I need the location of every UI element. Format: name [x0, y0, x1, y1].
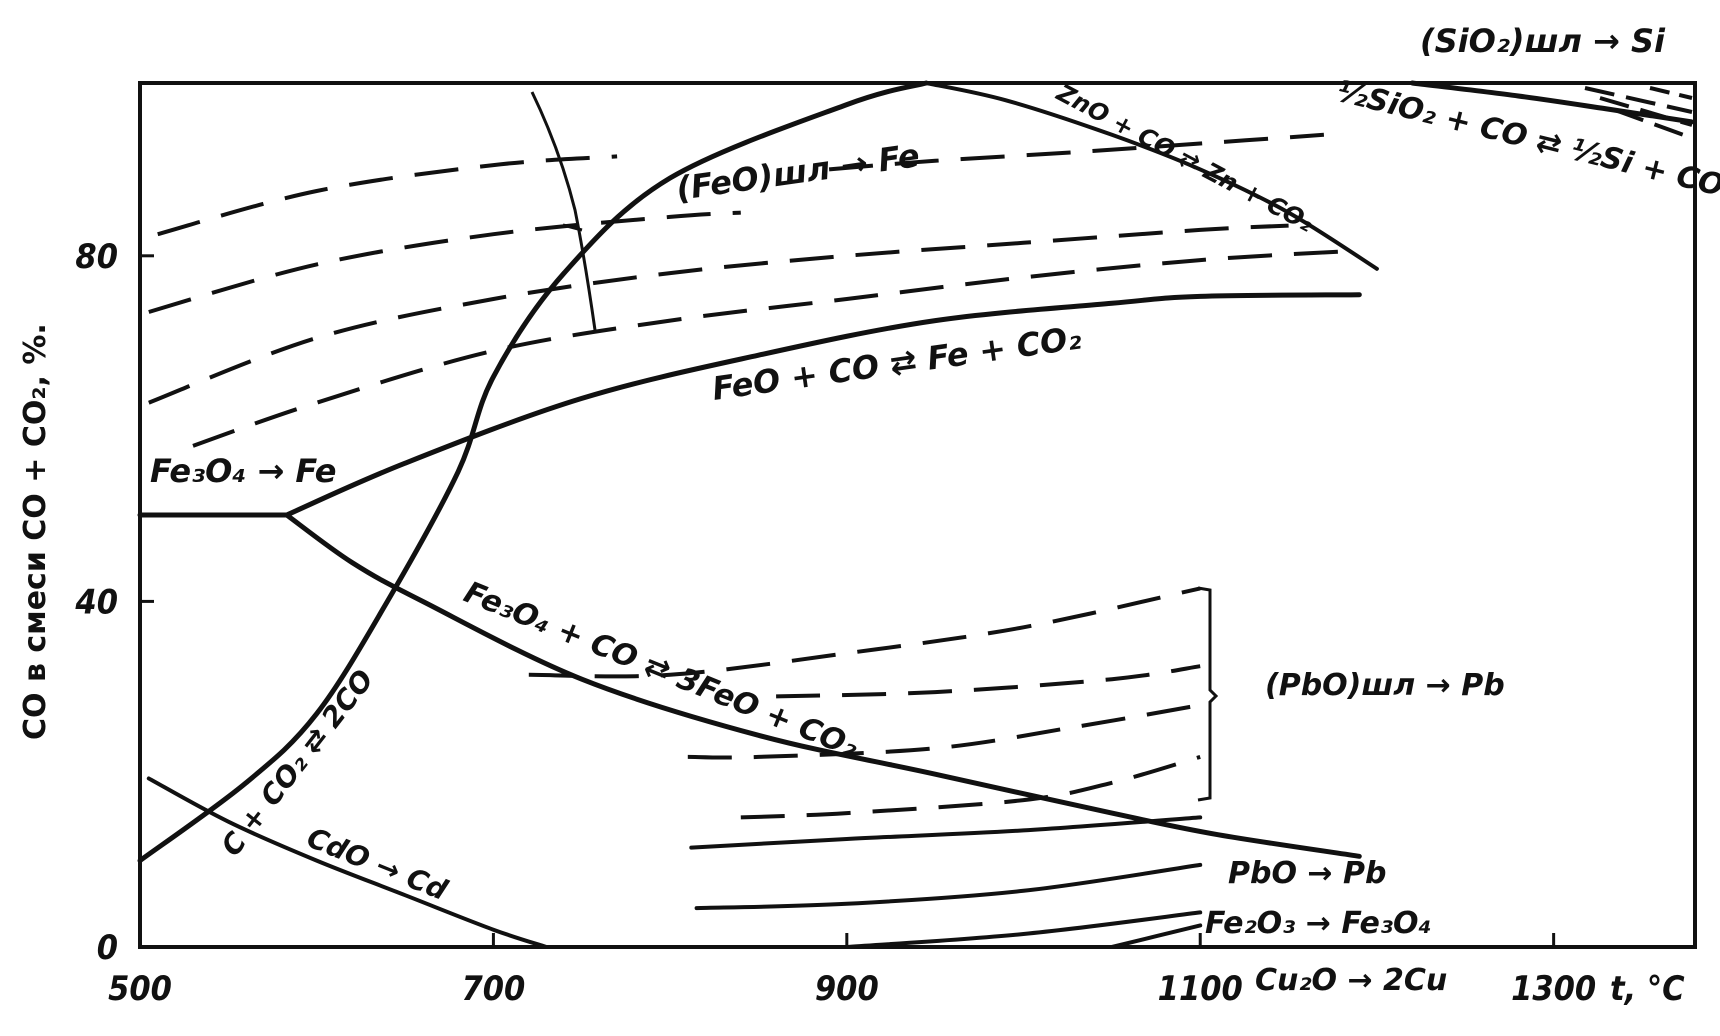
annotation-cu2o-cu: Cu₂O → 2Cu	[1255, 963, 1447, 998]
feo-slag-bracket	[530, 91, 597, 331]
annotation-boudouard: C + CO₂ ⇄ 2CO	[215, 663, 381, 862]
annotation-sio2-slag: (SiO₂)шл → Si	[1420, 22, 1666, 60]
series-line-6	[146, 776, 549, 949]
x-axis-label: t, °C	[1610, 969, 1685, 1009]
x-tick-label-0: 500	[108, 969, 172, 1009]
series-line-8	[148, 210, 741, 314]
y-tick-label-2: 80	[75, 237, 118, 277]
curves	[137, 80, 1694, 949]
y-axis-label: CO в смеси CO + CO₂, %.	[18, 323, 53, 740]
y-tick-label-0: 0	[97, 928, 118, 968]
x-tick-label-2: 900	[815, 969, 879, 1009]
series-line-12	[528, 586, 1201, 679]
x-tick-label-1: 700	[461, 969, 525, 1009]
x-ticks: 500 700 900 1100 1300	[108, 933, 1596, 1009]
pbo-slag-bracket	[1197, 586, 1219, 802]
annotation-feo-slag: (FeO)шл → Fe	[674, 136, 922, 208]
annotation-feo-reaction: FeO + CO ⇄ Fe + CO₂	[710, 319, 1084, 408]
series-line-16	[689, 815, 1203, 850]
annotation-sio2-reaction: ½SiO₂ + CO ⇄ ½Si + CO₂	[1333, 74, 1720, 207]
x-tick-label-4: 1300	[1511, 969, 1596, 1009]
series-line-7	[157, 154, 618, 237]
series-line-14	[687, 703, 1201, 760]
annotation-fe3o4-reaction: Fe₃O₄ + CO ⇄ 3FeO + CO₂	[459, 575, 863, 765]
annotation-fe2o3-fe3o4: Fe₂O₃ → Fe₃O₄	[1205, 906, 1432, 941]
series-line-15	[740, 754, 1201, 820]
x-tick-label-3: 1100	[1158, 969, 1243, 1009]
series-line-17	[694, 862, 1203, 911]
plot-frame	[138, 81, 1697, 949]
feo-slag-bracket-cap	[562, 223, 583, 232]
series-line-9	[148, 223, 1289, 405]
annotation-zno-reaction: ZnO + CO ⇄ Zn + CO₂	[1051, 78, 1318, 238]
annotation-pbo-slag: (PbO)шл → Pb	[1265, 668, 1505, 703]
series-line-2	[284, 512, 1362, 859]
series-line-5	[1409, 80, 1694, 125]
series-line-19	[1109, 923, 1203, 949]
series-line-3	[137, 80, 929, 864]
series-line-10	[192, 249, 1342, 448]
annotation-fe3o4-fe: Fe₃O₄ → Fe	[150, 452, 336, 490]
y-ticks: 0 40 80	[74, 237, 154, 968]
annotation-pbo-pb: PbO → Pb	[1228, 856, 1386, 891]
y-tick-label-1: 40	[74, 582, 118, 622]
silica-hatching	[1584, 86, 1693, 140]
series-line-1	[284, 292, 1362, 518]
series-line-4	[924, 81, 1379, 271]
series-line-18	[844, 910, 1203, 949]
series-line-13	[776, 664, 1201, 699]
series-line-11	[828, 132, 1325, 172]
